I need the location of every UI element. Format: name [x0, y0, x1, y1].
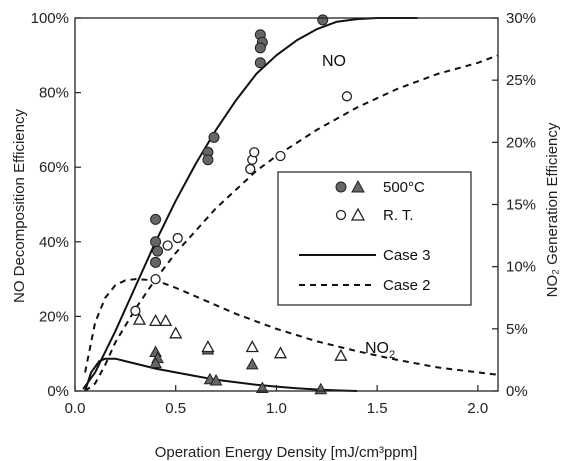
data-point-filled-circle	[208, 131, 220, 143]
data-point-open-circle	[172, 232, 183, 244]
y2-tick-label: 25%	[506, 72, 536, 89]
data-point-open-circle	[341, 91, 353, 102]
data-point-filled-circle	[202, 154, 214, 166]
curve-case-2-left	[84, 54, 499, 392]
data-point-open-triangle	[169, 326, 183, 339]
data-point-filled-triangle	[149, 356, 162, 369]
markers-layer	[130, 14, 353, 395]
data-point-filled-circle	[150, 213, 162, 225]
annotation-no2: NO2	[365, 340, 395, 361]
data-point-filled-triangle	[209, 374, 223, 386]
legend-label-rt: R. T.	[383, 207, 414, 224]
data-point-filled-triangle	[255, 381, 269, 394]
y-tick-label: 0%	[47, 383, 69, 400]
data-point-open-circle	[245, 163, 256, 175]
curve-case-2-right	[84, 278, 499, 376]
annotation-no: NO	[322, 53, 346, 70]
annotation-no2-subscript: 2	[389, 349, 395, 361]
legend-label-500c: 500°C	[383, 179, 425, 196]
legend: 500°C R. T. Case 3 Case 2	[277, 171, 472, 306]
y2-axis-title: NO₂ Generation Efficiency	[544, 122, 561, 297]
y2-tick-label: 10%	[506, 259, 536, 276]
y-tick-label: 20%	[39, 308, 69, 325]
y2-tick-label: 30%	[506, 10, 536, 27]
data-point-open-circle	[150, 273, 161, 285]
ticks-layer: 0.0 0.5 1.0 1.5 2.0 0% 20% 40% 60% 80% 100% 0% 5% 10%…	[31, 10, 536, 417]
legend-marker-open-circle	[335, 209, 347, 221]
data-point-open-triangle	[334, 348, 348, 361]
data-point-open-triangle	[273, 346, 288, 359]
data-point-open-circle	[130, 305, 141, 316]
curve-case-3-left	[82, 17, 418, 390]
legend-marker-open-triangle	[350, 207, 366, 221]
data-point-filled-triangle	[245, 357, 259, 370]
data-point-open-circle	[162, 240, 173, 251]
legend-box	[277, 171, 472, 306]
x-tick-label: 1.5	[367, 400, 388, 417]
annotation-no2-base: NO	[365, 340, 389, 357]
data-point-filled-circle	[254, 57, 266, 69]
x-tick-label: 0.5	[165, 400, 186, 417]
y-tick-label: 40%	[39, 234, 69, 251]
data-point-open-triangle	[148, 314, 163, 327]
data-point-filled-circle	[152, 245, 164, 257]
x-tick-label: 2.0	[467, 400, 488, 417]
legend-label-case3: Case 3	[383, 247, 431, 264]
data-point-open-circle	[275, 150, 286, 162]
legend-marker-filled-circle	[335, 181, 347, 193]
curve-case-3-right	[84, 357, 358, 392]
x-tick-label: 0.0	[65, 400, 86, 417]
y-tick-label: 80%	[39, 85, 69, 102]
y-tick-label: 60%	[39, 159, 69, 176]
data-point-open-triangle	[132, 312, 147, 325]
y2-tick-label: 20%	[506, 134, 536, 151]
data-point-open-triangle	[159, 314, 173, 327]
y-tick-label: 100%	[31, 10, 69, 27]
y2-tick-label: 0%	[506, 383, 528, 400]
data-point-open-triangle	[201, 340, 215, 353]
data-point-filled-circle	[150, 256, 162, 268]
x-tick-label: 1.0	[266, 400, 287, 417]
legend-label-case2: Case 2	[383, 277, 431, 294]
x-axis-title: Operation Energy Density [mJ/cm³ppm]	[155, 444, 418, 461]
y-axis-title: NO Decomposition Efficiency	[11, 109, 28, 303]
data-point-open-circle	[249, 147, 260, 158]
y2-tick-label: 15%	[506, 197, 536, 214]
data-point-filled-circle	[150, 236, 162, 248]
curves-layer	[82, 17, 499, 392]
legend-marker-filled-triangle	[351, 179, 365, 193]
data-point-filled-circle	[254, 42, 266, 54]
data-point-filled-circle	[317, 14, 329, 26]
data-point-open-triangle	[245, 340, 259, 353]
y2-tick-label: 5%	[506, 321, 528, 338]
